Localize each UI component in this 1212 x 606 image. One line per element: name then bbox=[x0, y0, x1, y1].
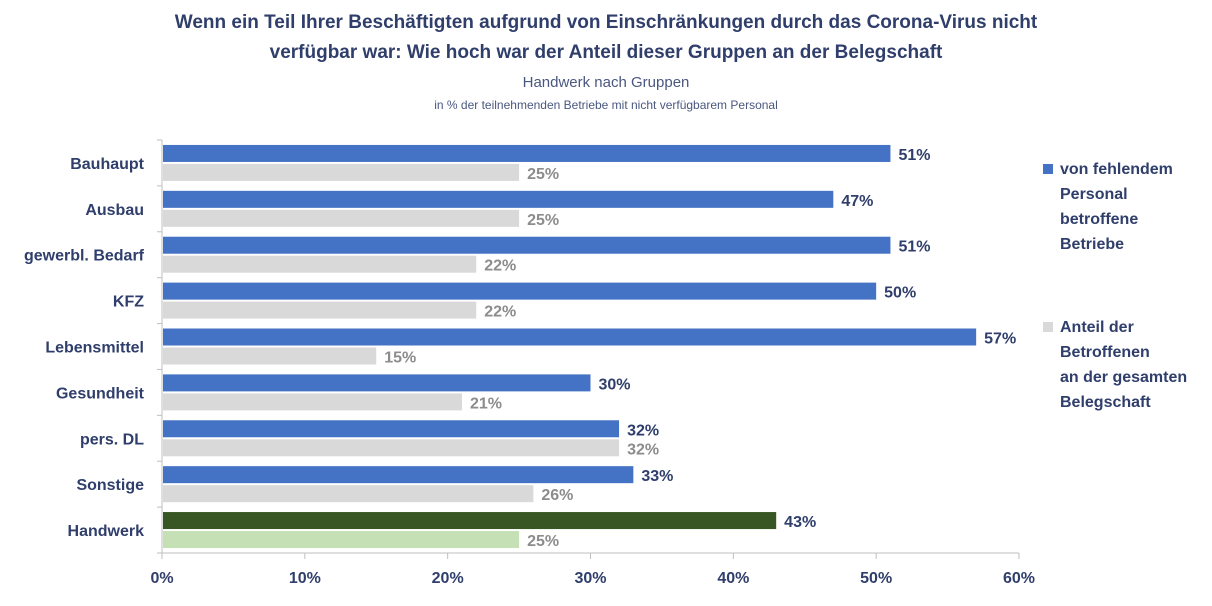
x-tick-label: 60% bbox=[1003, 570, 1035, 587]
legend-item: von fehlendem Personal betroffene Betriebe bbox=[1043, 157, 1212, 257]
data-label-share-workforce: 32% bbox=[627, 441, 659, 458]
category-label: Lebensmittel bbox=[45, 340, 144, 357]
data-label-share-workforce: 25% bbox=[527, 166, 559, 183]
legend-item: Anteil der Betroffenen an der gesamten Bele… bbox=[1043, 315, 1212, 415]
bar-affected-firms bbox=[163, 190, 834, 208]
chart-subtitle2: in % der teilnehmenden Betriebe mit nich… bbox=[434, 98, 778, 112]
data-label-share-workforce: 22% bbox=[484, 258, 516, 275]
category-label: Sonstige bbox=[76, 477, 144, 494]
data-label-affected-firms: 30% bbox=[599, 376, 631, 393]
data-label-share-workforce: 15% bbox=[384, 350, 416, 367]
category-label: Ausbau bbox=[85, 202, 144, 219]
bar-share-workforce bbox=[163, 347, 377, 365]
category-label: Bauhaupt bbox=[70, 156, 144, 173]
bar-affected-firms bbox=[163, 236, 891, 254]
data-label-share-workforce: 22% bbox=[484, 304, 516, 321]
bar-affected-firms bbox=[163, 328, 977, 346]
data-label-affected-firms: 43% bbox=[784, 514, 816, 531]
bar-share-workforce bbox=[163, 209, 520, 227]
x-tick-label: 40% bbox=[717, 570, 749, 587]
bar-share-workforce bbox=[163, 163, 520, 181]
bar-share-workforce bbox=[163, 393, 462, 411]
data-label-share-workforce: 26% bbox=[541, 487, 573, 504]
x-tick-label: 50% bbox=[860, 570, 892, 587]
category-label: KFZ bbox=[113, 294, 144, 311]
x-tick-label: 20% bbox=[432, 570, 464, 587]
x-tick-label: 0% bbox=[150, 570, 173, 587]
bar-share-workforce bbox=[163, 439, 620, 457]
data-label-share-workforce: 21% bbox=[470, 395, 502, 412]
data-label-affected-firms: 47% bbox=[841, 193, 873, 210]
category-label: Gesundheit bbox=[56, 385, 145, 402]
chart-title-line1: Wenn ein Teil Ihrer Beschäftigten aufgru… bbox=[174, 12, 1038, 33]
bar-share-workforce bbox=[163, 255, 477, 273]
category-label: Handwerk bbox=[68, 523, 145, 540]
legend-label: Anteil der Betroffenen an der gesamten Bele… bbox=[1060, 319, 1188, 411]
data-label-affected-firms: 32% bbox=[627, 422, 659, 439]
legend-label: von fehlendem Personal betroffene Betriebe bbox=[1060, 161, 1173, 253]
data-label-share-workforce: 25% bbox=[527, 212, 559, 229]
data-label-affected-firms: 51% bbox=[898, 239, 930, 256]
legend-swatch bbox=[1043, 322, 1053, 332]
legend-swatch bbox=[1043, 164, 1053, 174]
bar-share-workforce bbox=[163, 301, 477, 319]
x-tick-label: 30% bbox=[574, 570, 606, 587]
bar-affected-firms bbox=[163, 466, 634, 484]
bar-affected-firms bbox=[163, 420, 620, 438]
bar-affected-firms bbox=[163, 512, 777, 530]
category-label: pers. DL bbox=[80, 431, 144, 448]
bar-affected-firms bbox=[163, 282, 877, 300]
bar-share-workforce bbox=[163, 485, 534, 503]
chart-title-line2: verfügbar war: Wie hoch war der Anteil d… bbox=[269, 42, 943, 63]
bar-affected-firms bbox=[163, 374, 591, 392]
chart-subtitle: Handwerk nach Gruppen bbox=[522, 74, 690, 91]
bar-affected-firms bbox=[163, 144, 891, 162]
bar-share-workforce bbox=[163, 531, 520, 549]
x-tick-label: 10% bbox=[289, 570, 321, 587]
data-label-affected-firms: 50% bbox=[884, 285, 916, 302]
data-label-affected-firms: 51% bbox=[898, 147, 930, 164]
category-label: gewerbl. Bedarf bbox=[24, 248, 145, 265]
data-label-affected-firms: 33% bbox=[641, 468, 673, 485]
data-label-share-workforce: 25% bbox=[527, 533, 559, 550]
data-label-affected-firms: 57% bbox=[984, 331, 1016, 348]
